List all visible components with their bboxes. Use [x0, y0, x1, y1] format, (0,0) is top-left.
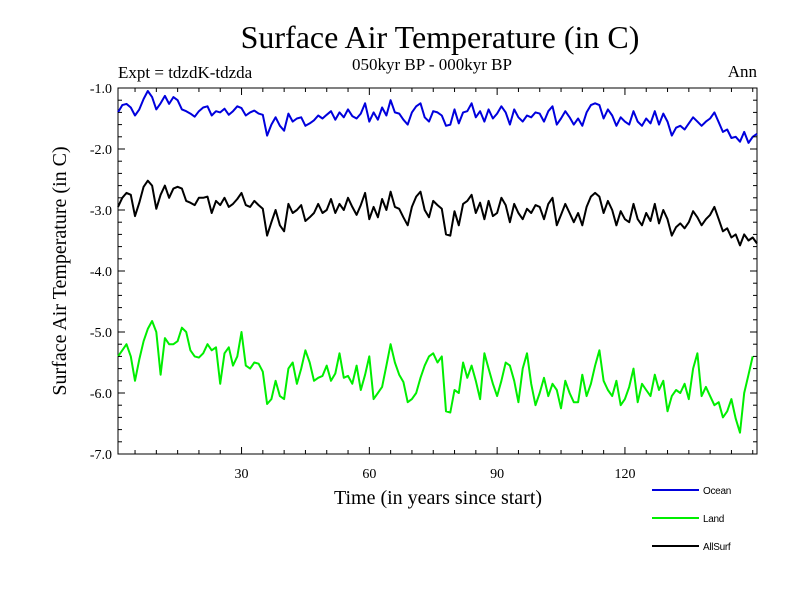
y-tick-label: -6.0	[90, 387, 112, 402]
chart-title: Surface Air Temperature (in C)	[241, 19, 640, 55]
x-axis-ticks: 30 60 90 120	[134, 88, 754, 482]
series-line-land	[117, 320, 754, 434]
series-line-ocean	[117, 90, 758, 144]
chart-subtitle: 050kyr BP - 000kyr BP	[352, 55, 512, 74]
experiment-label: Expt = tdzdK-tdzda	[118, 63, 253, 82]
y-tick-label: -2.0	[90, 143, 112, 158]
y-tick-label: -4.0	[90, 265, 112, 280]
legend-label-allsurf: AllSurf	[703, 542, 731, 553]
x-tick-label: 90	[490, 467, 504, 482]
plot-area: 30 60 90 120 -1.0 -2.0 -3.0 -4.0 -5.0 -6.0 -7.0	[90, 82, 758, 482]
series-group	[117, 90, 758, 434]
legend: Ocean Land AllSurf	[652, 486, 731, 553]
series-line-allsurf	[117, 179, 758, 247]
legend-label-ocean: Ocean	[703, 486, 731, 497]
y-tick-label: -5.0	[90, 326, 112, 341]
plot-frame	[117, 87, 758, 455]
x-tick-label: 30	[235, 467, 249, 482]
x-axis-label: Time (in years since start)	[334, 487, 542, 509]
y-axis-label: Surface Air Temperature (in C)	[49, 146, 71, 395]
y-tick-label: -3.0	[90, 204, 112, 219]
y-axis-ticks: -1.0 -2.0 -3.0 -4.0 -5.0 -6.0 -7.0	[90, 82, 757, 463]
season-label: Ann	[728, 62, 758, 81]
y-tick-label: -1.0	[90, 82, 112, 97]
legend-label-land: Land	[703, 514, 724, 525]
x-tick-label: 60	[362, 467, 376, 482]
x-tick-label: 120	[614, 467, 635, 482]
y-tick-label: -7.0	[90, 448, 112, 463]
